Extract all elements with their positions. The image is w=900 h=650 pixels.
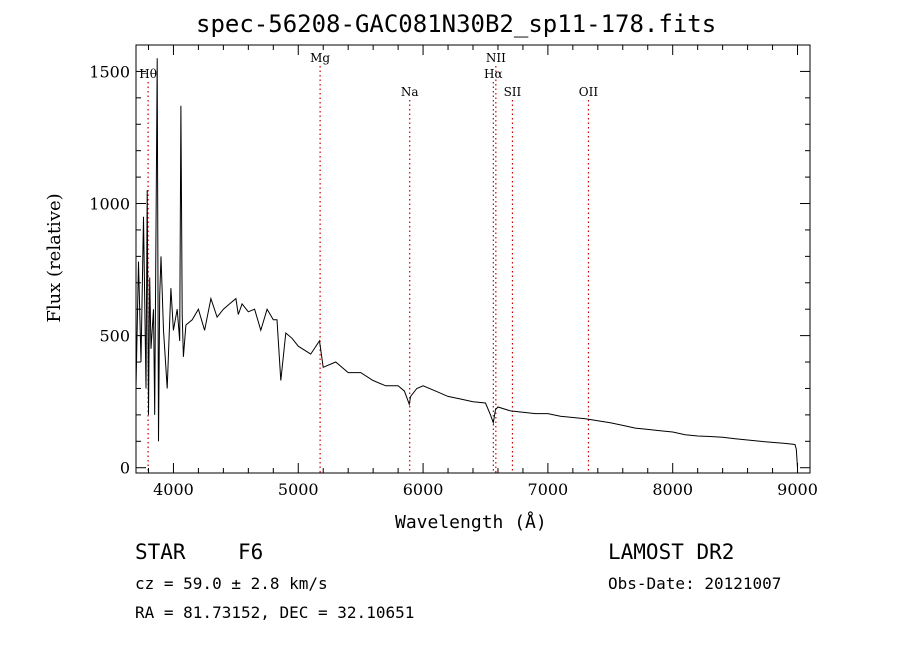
x-tick-label: 6000 bbox=[403, 480, 444, 499]
x-tick-label: 9000 bbox=[777, 480, 818, 499]
plot-axes bbox=[135, 44, 811, 474]
y-tick-label: 1000 bbox=[89, 195, 130, 214]
plot-frame bbox=[135, 44, 811, 474]
marker-label: Hα bbox=[484, 67, 503, 81]
y-tick-label: 500 bbox=[99, 327, 130, 346]
marker-label: Hθ bbox=[139, 67, 157, 81]
marker-label: NII bbox=[486, 51, 506, 65]
marker-label: Na bbox=[401, 85, 419, 99]
x-axis-label: Wavelength (Å) bbox=[395, 512, 547, 533]
object-class: STAR bbox=[135, 540, 186, 564]
marker-label: Mg bbox=[310, 51, 330, 65]
marker-label: OII bbox=[579, 85, 599, 99]
object-subclass: F6 bbox=[238, 540, 264, 564]
redshift-text: cz = 59.0 ± 2.8 km/s bbox=[135, 574, 328, 593]
y-tick-label: 0 bbox=[120, 459, 130, 478]
survey-name: LAMOST DR2 bbox=[608, 540, 735, 564]
x-tick-label: 7000 bbox=[528, 480, 569, 499]
x-tick-label: 5000 bbox=[278, 480, 319, 499]
obs-date-text: Obs-Date: 20121007 bbox=[608, 574, 782, 593]
x-tick-label: 8000 bbox=[652, 480, 693, 499]
chart-title: spec-56208-GAC081N30B2_sp11-178.fits bbox=[196, 10, 717, 38]
y-tick-label: 1500 bbox=[89, 62, 130, 81]
axis-ticks: 4000 5000 6000 7000 8000 9000 0 500 1000 1500 bbox=[89, 44, 818, 499]
spectrum-line bbox=[135, 58, 798, 468]
spectrum-series bbox=[135, 58, 798, 468]
x-tick-label: 4000 bbox=[153, 480, 194, 499]
y-axis-label: Flux (relative) bbox=[44, 193, 65, 322]
marker-label: SII bbox=[504, 85, 522, 99]
coordinates-text: RA = 81.73152, DEC = 32.10651 bbox=[135, 603, 415, 622]
